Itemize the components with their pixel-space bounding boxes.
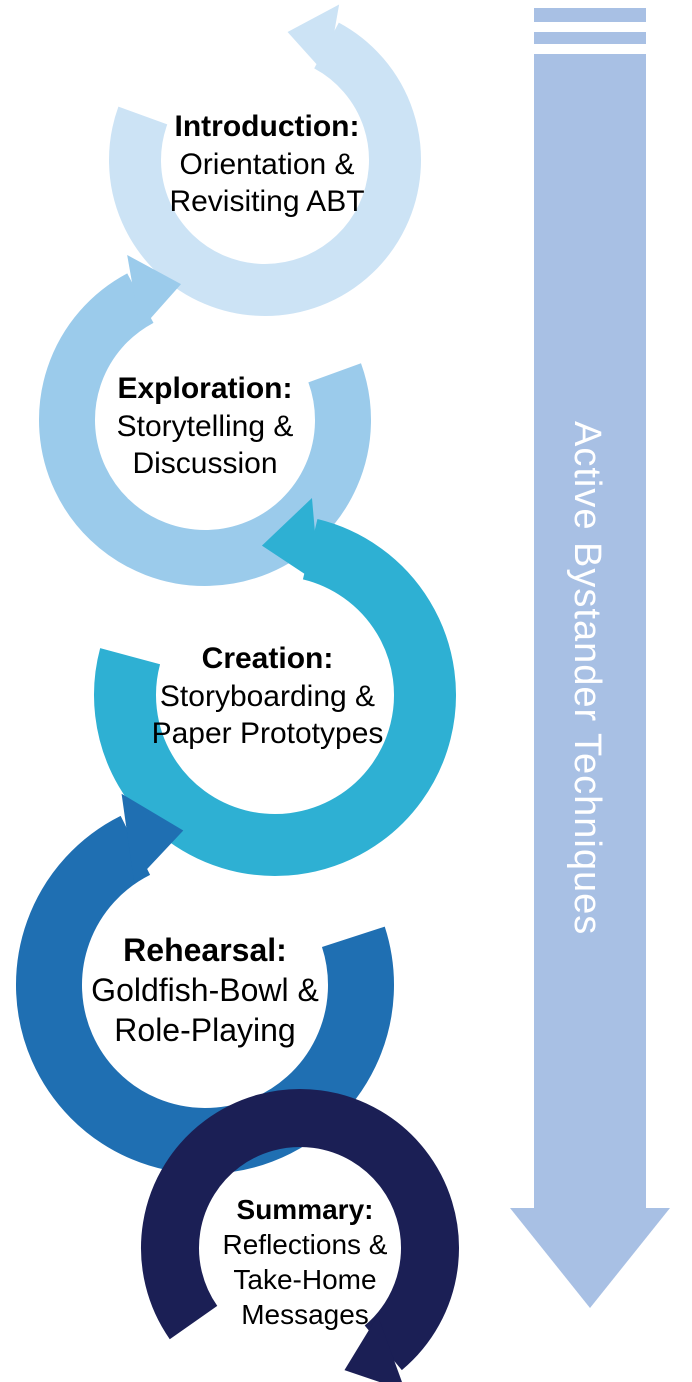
step-desc: Storytelling & Discussion	[75, 408, 335, 483]
step-desc: Reflections & Take-Home Messages	[185, 1227, 425, 1332]
step-title: Introduction:	[137, 108, 397, 146]
step-title: Creation:	[120, 640, 415, 678]
step-title: Summary:	[185, 1192, 425, 1227]
step-exploration: Exploration:Storytelling & Discussion	[75, 370, 335, 483]
step-title: Rehearsal:	[55, 930, 355, 970]
step-desc: Orientation & Revisiting ABT	[137, 146, 397, 221]
step-desc: Goldfish-Bowl & Role-Playing	[55, 970, 355, 1050]
step-summary: Summary:Reflections & Take-Home Messages	[185, 1192, 425, 1332]
big-arrow-label: Active Bystander Techniques	[565, 208, 608, 1148]
step-creation: Creation:Storyboarding & Paper Prototype…	[120, 640, 415, 753]
step-introduction: Introduction:Orientation & Revisiting AB…	[137, 108, 397, 221]
step-desc: Storyboarding & Paper Prototypes	[120, 678, 415, 753]
diagram-stage: Active Bystander Techniques Introduction…	[0, 0, 692, 1382]
step-rehearsal: Rehearsal:Goldfish-Bowl & Role-Playing	[55, 930, 355, 1050]
step-title: Exploration:	[75, 370, 335, 408]
